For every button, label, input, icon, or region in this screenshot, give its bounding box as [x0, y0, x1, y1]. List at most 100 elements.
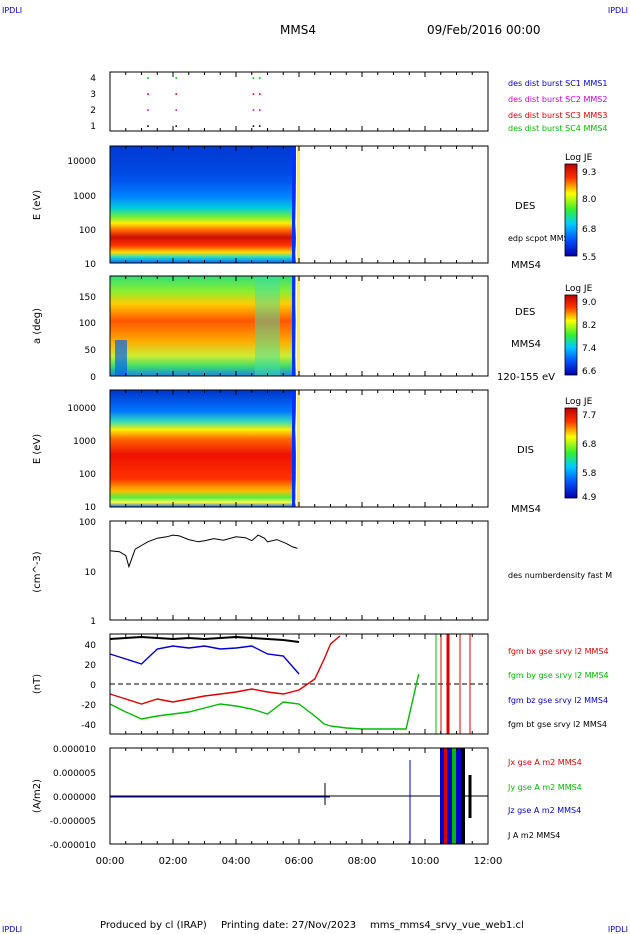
bfield-ytick-m40: -40	[81, 721, 96, 731]
burst-point	[147, 109, 149, 111]
dis-energy-ytick-1000: 1000	[73, 437, 96, 447]
burst-ytick-4: 4	[90, 74, 96, 84]
panel-density: (cm^-3) 100 10 1 des numberdensity fast …	[32, 518, 612, 627]
des-pitch-ytick-0: 0	[90, 373, 96, 383]
bfield-legend-bt: fgm bt gse srvy l2 MMS4	[508, 720, 607, 729]
current-legend-jz: Jz gse A m2 MMS4	[507, 806, 581, 815]
des-pitch-label: DES	[515, 307, 535, 318]
des-pitch-colorbar-title: Log JE	[565, 284, 593, 294]
bfield-legend-bz: fgm bz gse srvy l2 MMS4	[508, 696, 608, 705]
des-pitch-cbar-tick-4: 6.6	[582, 367, 597, 377]
time-tick-3: 06:00	[285, 856, 314, 867]
burst-point	[252, 93, 255, 95]
corner-label-top-right: IPDLI	[608, 6, 628, 15]
panel-burst: 4 3 2 1 des dist burst SC1 MMS1 des dist…	[90, 71, 607, 133]
des-energy-cbar-tick-4: 5.5	[582, 253, 596, 263]
dis-energy-edge	[292, 390, 295, 507]
panel-dis-energy: E (eV) 10000 1000 100 10 DIS MMS4 Log JE…	[32, 389, 597, 515]
des-pitch-ytick-50: 50	[85, 346, 97, 356]
burst-point	[147, 77, 149, 79]
burst-point	[252, 77, 255, 79]
panel-des-energy: E (eV) 10000 1000 100 10 DES edp scpot M…	[32, 145, 597, 271]
bfield-ytick-20: 20	[85, 661, 97, 671]
bfield-ylabel: (nT)	[32, 674, 43, 694]
des-energy-cbar-tick-3: 6.8	[582, 225, 597, 235]
density-ytick-1: 1	[90, 617, 96, 627]
time-tick-6: 12:00	[474, 856, 503, 867]
time-tick-1: 02:00	[159, 856, 188, 867]
density-ytick-100: 100	[79, 518, 96, 528]
des-energy-label: DES	[515, 201, 535, 212]
dis-energy-ylabel: E (eV)	[32, 434, 43, 464]
current-ytick-2: 0.000005	[53, 769, 96, 779]
density-ylabel: (cm^-3)	[32, 551, 43, 592]
bfield-bt-line	[109, 635, 300, 643]
des-pitch-energy-label: 120-155 eV	[497, 372, 555, 383]
burst-point	[175, 125, 178, 127]
panel-current: (A/m2) 0.000010 0.000005 0.000000 -0.000…	[32, 745, 582, 851]
des-energy-sc-label: MMS4	[511, 260, 541, 271]
dis-energy-sc-label: MMS4	[511, 504, 541, 515]
corner-label-top-left: IPDLI	[2, 6, 22, 15]
current-burst-jx	[444, 748, 447, 844]
bfield-ytick-40: 40	[85, 641, 97, 651]
current-burst-jz	[440, 748, 462, 844]
burst-point	[175, 109, 178, 111]
spacecraft-title: MMS4	[280, 23, 316, 37]
current-ytick-5: -0.000010	[50, 841, 96, 851]
footer-printing-date: Printing date: 27/Nov/2023	[221, 920, 356, 931]
time-tick-0: 00:00	[96, 856, 125, 867]
des-energy-ytick-100: 100	[79, 226, 96, 236]
burst-point	[175, 93, 178, 95]
burst-point	[258, 125, 261, 127]
dis-energy-cbar-tick-2: 6.8	[582, 440, 597, 450]
burst-ytick-2: 2	[90, 106, 96, 116]
des-pitch-ylabel: a (deg)	[32, 308, 43, 344]
burst-legend-4: des dist burst SC4 MMS4	[508, 124, 607, 133]
des-energy-edge	[292, 146, 295, 263]
current-ytick-3: 0.000000	[53, 793, 96, 803]
footer-produced-by: Produced by cl (IRAP)	[100, 920, 207, 931]
bfield-by-line	[109, 673, 420, 730]
burst-point	[147, 125, 149, 127]
burst-points	[147, 77, 261, 127]
current-ytick-1: 0.000010	[53, 745, 96, 755]
des-pitch-sc-label: MMS4	[511, 339, 541, 350]
dis-energy-ytick-10000: 10000	[67, 404, 96, 414]
corner-label-bottom-right: IPDLI	[608, 925, 628, 934]
des-energy-cbar-tick-2: 8.0	[582, 195, 597, 205]
time-tick-4: 08:00	[348, 856, 377, 867]
density-series-line	[109, 534, 298, 569]
des-pitch-cbar-tick-1: 9.0	[582, 298, 597, 308]
dis-energy-edge-2	[297, 390, 300, 507]
dis-energy-label: DIS	[517, 445, 534, 456]
density-ytick-10: 10	[85, 568, 97, 578]
des-pitch-edge-2	[297, 276, 300, 376]
burst-point	[147, 93, 149, 95]
bfield-legend-bx: fgm bx gse srvy l2 MMS4	[508, 647, 609, 656]
current-legend-jx: Jx gse A m2 MMS4	[507, 758, 582, 767]
des-energy-spectrogram	[110, 146, 296, 263]
des-pitch-ytick-100: 100	[79, 319, 96, 329]
time-tick-2: 04:00	[222, 856, 251, 867]
time-axis: 00:00 02:00 04:00 06:00 08:00 10:00 12:0…	[96, 856, 503, 867]
dis-energy-colorbar	[564, 407, 578, 499]
des-pitch-edge	[292, 276, 295, 376]
panel-burst-frame	[109, 71, 489, 132]
axis-ticks	[109, 72, 489, 844]
des-energy-scpot-label: edp scpot MMS4	[508, 234, 574, 243]
burst-legend-3: des dist burst SC3 MMS3	[508, 111, 607, 120]
burst-point	[258, 93, 261, 95]
dis-energy-cbar-tick-4: 4.9	[582, 493, 597, 503]
panel-des-pitch: a (deg) 150 100 50 0 DES MMS4 120-155 eV…	[32, 275, 597, 383]
des-pitch-cbar-tick-3: 7.4	[582, 344, 597, 354]
footer-script-name: mms_mms4_srvy_vue_web1.cl	[370, 920, 524, 931]
des-energy-ytick-10: 10	[85, 260, 97, 270]
current-burst-jy	[452, 748, 456, 844]
current-ytick-4: -0.000005	[50, 817, 96, 827]
bfield-bx-line	[109, 635, 341, 705]
current-legend-jy: Jy gse A m2 MMS4	[507, 783, 582, 792]
time-tick-5: 10:00	[411, 856, 440, 867]
dis-energy-ytick-100: 100	[79, 470, 96, 480]
des-pitch-colorbar	[564, 294, 578, 376]
